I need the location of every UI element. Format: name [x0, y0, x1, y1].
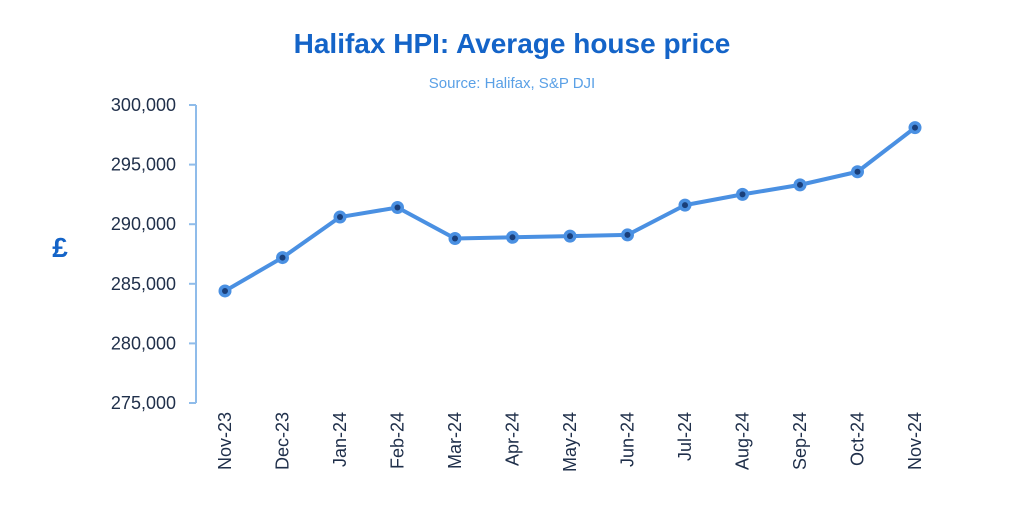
- y-tick-label: 275,000: [111, 393, 176, 413]
- x-tick-label: Nov-24: [905, 412, 925, 470]
- data-point: [793, 178, 807, 192]
- y-axis-label: £: [52, 232, 68, 263]
- x-tick-label: Jun-24: [618, 412, 638, 467]
- data-point-center: [682, 202, 688, 209]
- x-tick-label: Jan-24: [330, 412, 350, 467]
- x-tick-label: Feb-24: [388, 412, 408, 469]
- data-point-center: [912, 124, 918, 131]
- y-tick-label: 295,000: [111, 155, 176, 175]
- data-point-center: [797, 181, 803, 188]
- data-point-center: [509, 234, 516, 241]
- data-point-center: [854, 168, 861, 175]
- chart-title: Halifax HPI: Average house price: [293, 28, 731, 59]
- chart-subtitle: Source: Halifax, S&P DJI: [428, 75, 596, 92]
- data-point-center: [452, 235, 458, 242]
- data-point: [851, 165, 864, 179]
- data-point: [218, 284, 232, 298]
- data-point: [448, 232, 462, 246]
- data-point: [333, 210, 347, 224]
- data-point: [563, 229, 577, 243]
- x-tick-label: May-24: [560, 412, 580, 472]
- y-tick-label: 285,000: [111, 274, 176, 294]
- series-line: [223, 126, 917, 293]
- data-point-center: [624, 231, 631, 238]
- x-tick-label: Oct-24: [848, 412, 868, 466]
- y-tick-label: 290,000: [111, 214, 176, 234]
- data-point-center: [337, 214, 343, 221]
- x-tick-label: Apr-24: [503, 412, 523, 466]
- x-tick-label: Mar-24: [445, 412, 465, 469]
- x-tick-label: Sep-24: [790, 412, 810, 470]
- data-point-center: [222, 287, 228, 294]
- data-point: [621, 228, 634, 242]
- x-tick-label: Aug-24: [733, 412, 753, 470]
- data-point: [736, 187, 749, 201]
- x-tick-label: Dec-23: [273, 412, 293, 470]
- y-tick-label: 280,000: [111, 333, 176, 353]
- data-point-center: [279, 254, 286, 261]
- data-point-center: [739, 191, 746, 198]
- x-tick-label: Nov-23: [215, 412, 235, 470]
- data-point-center: [394, 204, 401, 211]
- data-point: [276, 251, 289, 265]
- data-point: [391, 201, 404, 215]
- data-point-center: [567, 233, 573, 240]
- data-point: [506, 230, 519, 244]
- y-tick-label: 300,000: [111, 95, 176, 115]
- x-tick-label: Jul-24: [675, 412, 695, 461]
- data-point: [678, 198, 692, 212]
- data-point: [908, 121, 922, 135]
